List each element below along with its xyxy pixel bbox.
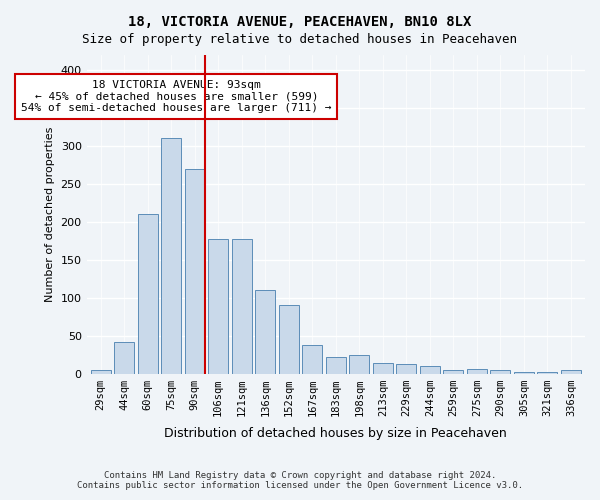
Bar	[326, 357, 346, 374]
Bar	[114, 342, 134, 374]
Text: 18 VICTORIA AVENUE: 93sqm
← 45% of detached houses are smaller (599)
54% of semi: 18 VICTORIA AVENUE: 93sqm ← 45% of detac…	[21, 80, 332, 113]
Bar	[232, 238, 252, 374]
Text: Size of property relative to detached houses in Peacehaven: Size of property relative to detached ho…	[83, 32, 517, 46]
Bar	[420, 366, 440, 374]
Text: 18, VICTORIA AVENUE, PEACEHAVEN, BN10 8LX: 18, VICTORIA AVENUE, PEACEHAVEN, BN10 8L…	[128, 15, 472, 29]
Bar	[302, 344, 322, 374]
Bar	[397, 364, 416, 374]
Bar	[279, 306, 299, 374]
Bar	[373, 363, 393, 374]
Bar	[255, 290, 275, 374]
Bar	[161, 138, 181, 374]
Bar	[208, 238, 228, 374]
Bar	[137, 214, 158, 374]
Bar	[91, 370, 110, 374]
Y-axis label: Number of detached properties: Number of detached properties	[45, 126, 55, 302]
Bar	[467, 369, 487, 374]
Bar	[514, 372, 534, 374]
Text: Contains HM Land Registry data © Crown copyright and database right 2024.
Contai: Contains HM Land Registry data © Crown c…	[77, 470, 523, 490]
Bar	[490, 370, 511, 374]
Bar	[185, 169, 205, 374]
Bar	[538, 372, 557, 374]
Bar	[349, 356, 369, 374]
Bar	[561, 370, 581, 374]
Bar	[443, 370, 463, 374]
X-axis label: Distribution of detached houses by size in Peacehaven: Distribution of detached houses by size …	[164, 427, 507, 440]
